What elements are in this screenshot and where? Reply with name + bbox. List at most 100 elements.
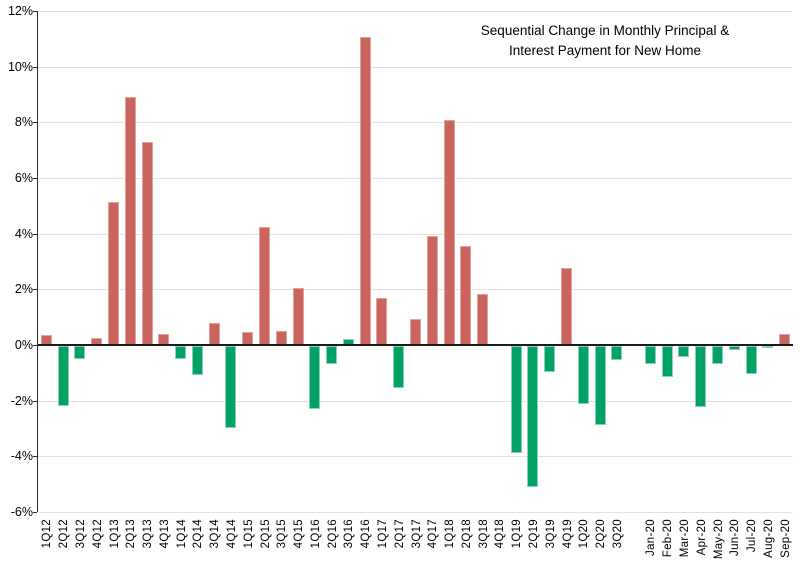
bar-4Q14 bbox=[225, 346, 237, 429]
y-axis-tick bbox=[33, 66, 37, 68]
bar-Jan-20 bbox=[644, 346, 656, 365]
y-axis-line bbox=[37, 11, 38, 512]
gridline-6% bbox=[38, 178, 793, 179]
x-axis-label-3Q15: 3Q15 bbox=[276, 519, 289, 549]
y-axis-label-12%: 12% bbox=[7, 4, 33, 18]
chart-title: Sequential Change in Monthly Principal &… bbox=[410, 21, 800, 60]
bar-3Q17 bbox=[410, 318, 421, 345]
y-axis-label-8%: 8% bbox=[14, 115, 33, 130]
x-axis-label-1Q14: 1Q14 bbox=[175, 519, 188, 549]
x-axis-label-2Q20: 2Q20 bbox=[595, 519, 608, 549]
bar-3Q14 bbox=[208, 322, 220, 345]
bar-Mar-20 bbox=[678, 346, 690, 358]
bar-2Q17 bbox=[393, 346, 405, 388]
x-axis-label-3Q13: 3Q13 bbox=[142, 519, 155, 549]
x-axis-label-1Q16: 1Q16 bbox=[309, 519, 322, 549]
bar-2Q12 bbox=[57, 346, 69, 406]
x-axis-label-4Q19: 4Q19 bbox=[561, 519, 574, 549]
bar-2Q13 bbox=[124, 97, 136, 345]
y-axis-label-10%: 10% bbox=[7, 59, 33, 74]
x-axis-label-3Q17: 3Q17 bbox=[410, 519, 423, 549]
bar-4Q19 bbox=[561, 268, 572, 345]
y-axis-tick bbox=[33, 400, 37, 402]
y-axis-label-6%: 6% bbox=[14, 171, 33, 185]
y-axis-tick bbox=[33, 233, 37, 235]
y-axis-label-0%: 0% bbox=[14, 338, 33, 352]
x-axis-label-Jul-20: Jul-20 bbox=[746, 519, 759, 553]
x-axis-label-1Q20: 1Q20 bbox=[578, 519, 591, 549]
x-axis-label-2Q16: 2Q16 bbox=[326, 519, 339, 549]
y-axis-label--6%: -6% bbox=[10, 505, 33, 519]
gridline-2% bbox=[38, 289, 793, 291]
x-axis-label-2Q19: 2Q19 bbox=[527, 519, 540, 549]
bar-4Q15 bbox=[292, 287, 304, 345]
x-axis-label-Jun-20: Jun-20 bbox=[729, 519, 742, 556]
x-axis-label-1Q17: 1Q17 bbox=[376, 519, 389, 549]
x-axis-label-3Q19: 3Q19 bbox=[544, 519, 557, 549]
x-axis-label-Mar-20: Mar-20 bbox=[678, 519, 691, 558]
bar-1Q19 bbox=[510, 346, 522, 454]
bar-3Q12 bbox=[74, 346, 86, 359]
x-axis-label-4Q18: 4Q18 bbox=[494, 519, 507, 549]
gridline--2% bbox=[38, 400, 793, 402]
bar-May-20 bbox=[712, 346, 723, 365]
bar-2Q15 bbox=[259, 226, 270, 345]
y-axis-tick bbox=[33, 11, 37, 12]
bar-1Q16 bbox=[309, 346, 321, 409]
y-axis-tick bbox=[33, 456, 37, 458]
y-axis-tick bbox=[33, 122, 37, 124]
x-axis-label-2Q14: 2Q14 bbox=[192, 519, 205, 549]
bar-Jun-20 bbox=[728, 346, 740, 351]
x-axis-label-Aug-20: Aug-20 bbox=[762, 519, 775, 558]
y-axis-label--4%: -4% bbox=[10, 449, 33, 464]
x-axis-label-2Q12: 2Q12 bbox=[58, 519, 71, 549]
zero-line bbox=[38, 344, 793, 346]
bar-2Q16 bbox=[326, 346, 338, 365]
x-axis-label-Feb-20: Feb-20 bbox=[662, 519, 675, 558]
x-axis-label-1Q18: 1Q18 bbox=[444, 519, 457, 549]
gridline-10% bbox=[38, 66, 793, 68]
x-axis-label-3Q14: 3Q14 bbox=[209, 519, 222, 549]
gridline-12% bbox=[38, 11, 793, 12]
y-axis-label-4%: 4% bbox=[14, 226, 33, 241]
x-axis-label-4Q12: 4Q12 bbox=[91, 519, 104, 549]
y-axis-tick bbox=[33, 345, 37, 346]
x-axis-label-4Q14: 4Q14 bbox=[225, 519, 238, 549]
bar-1Q17 bbox=[376, 297, 388, 345]
x-axis-label-Jan-20: Jan-20 bbox=[645, 519, 658, 556]
x-axis-label-2Q17: 2Q17 bbox=[393, 519, 406, 549]
bar-3Q15 bbox=[275, 331, 287, 345]
y-axis-tick bbox=[33, 512, 37, 513]
x-axis-label-4Q15: 4Q15 bbox=[293, 519, 306, 549]
gridline--6% bbox=[38, 512, 793, 513]
gridline-4% bbox=[38, 233, 793, 235]
x-axis-label-1Q15: 1Q15 bbox=[242, 519, 255, 549]
x-axis-label-4Q16: 4Q16 bbox=[360, 519, 373, 549]
bar-1Q13 bbox=[108, 201, 119, 345]
x-axis-label-1Q13: 1Q13 bbox=[108, 519, 121, 549]
x-axis-label-May-20: May-20 bbox=[712, 519, 725, 560]
x-axis-label-3Q12: 3Q12 bbox=[74, 519, 87, 549]
x-axis-label-3Q16: 3Q16 bbox=[343, 519, 356, 549]
bar-4Q17 bbox=[426, 236, 438, 345]
bar-1Q14 bbox=[175, 346, 187, 359]
bar-3Q19 bbox=[544, 346, 556, 373]
bar-1Q20 bbox=[577, 346, 589, 405]
x-axis-label-Sep-20: Sep-20 bbox=[779, 519, 792, 558]
y-axis-tick bbox=[33, 178, 37, 179]
bar-2Q14 bbox=[191, 346, 203, 376]
bar-3Q13 bbox=[141, 141, 153, 345]
y-axis-label--2%: -2% bbox=[10, 393, 33, 408]
x-axis-label-4Q17: 4Q17 bbox=[427, 519, 440, 549]
gridline-8% bbox=[38, 122, 793, 124]
chart-title-line2: Interest Payment for New Home bbox=[508, 42, 702, 58]
bar-3Q18 bbox=[477, 293, 489, 345]
x-axis-label-2Q13: 2Q13 bbox=[125, 519, 138, 549]
bar-Jul-20 bbox=[745, 346, 757, 374]
x-axis-label-4Q13: 4Q13 bbox=[158, 519, 171, 549]
plot-area bbox=[38, 11, 793, 513]
x-axis-label-2Q15: 2Q15 bbox=[259, 519, 272, 549]
x-axis-label-1Q19: 1Q19 bbox=[511, 519, 524, 549]
bar-4Q16 bbox=[359, 37, 371, 345]
